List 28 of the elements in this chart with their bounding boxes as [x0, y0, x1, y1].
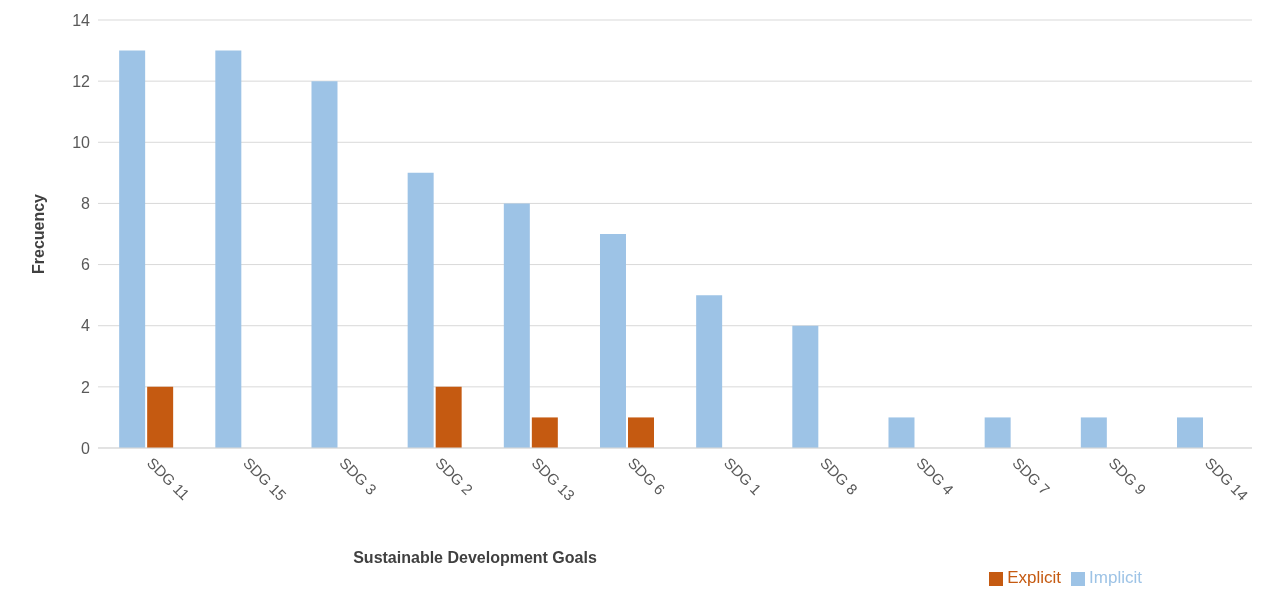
bar: [696, 295, 723, 448]
y-tick-label: 14: [72, 11, 91, 29]
bar: [311, 81, 338, 448]
bar: [531, 417, 558, 448]
y-axis-title: Frecuency: [29, 193, 47, 275]
bar: [503, 203, 530, 448]
y-tick-label: 8: [81, 195, 91, 213]
bar: [1176, 417, 1203, 448]
legend-label: Implicit: [1089, 568, 1142, 587]
bar: [984, 417, 1011, 448]
bar: [792, 325, 819, 448]
bar: [119, 50, 146, 448]
legend-label: Explicit: [1007, 568, 1062, 587]
y-tick-label: 6: [81, 256, 91, 274]
bar: [1080, 417, 1107, 448]
y-tick-label: 0: [81, 439, 91, 457]
bar: [435, 386, 462, 448]
y-tick-label: 2: [81, 378, 91, 396]
bar: [888, 417, 915, 448]
x-axis-title: Sustainable Development Goals: [353, 549, 597, 566]
y-tick-label: 4: [81, 317, 91, 335]
y-tick-label: 10: [72, 133, 91, 151]
bar: [407, 172, 434, 448]
bar: [627, 417, 654, 448]
bar: [599, 234, 626, 448]
bar: [215, 50, 242, 448]
bar: [147, 386, 174, 448]
y-tick-label: 12: [72, 72, 91, 90]
